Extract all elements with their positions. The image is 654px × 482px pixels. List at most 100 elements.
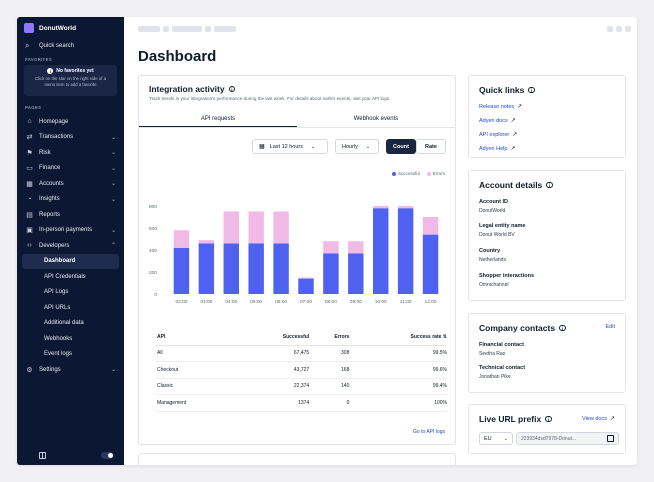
chevron-down-icon: ⌄: [110, 165, 116, 172]
bar-errors-10:00[interactable]: [373, 206, 389, 209]
info-icon[interactable]: i: [228, 85, 236, 93]
bar-errors-08:00[interactable]: [323, 241, 339, 254]
sidebar-item-label: Finance: [39, 165, 61, 172]
x-tick-label: 02:00: [175, 299, 187, 305]
chevron-down-icon: ⌄: [110, 196, 116, 203]
info-icon[interactable]: i: [545, 415, 552, 423]
bar-errors-04:00[interactable]: [223, 211, 239, 244]
y-tick-label: 0: [154, 292, 157, 298]
collapse-sidebar-icon[interactable]: [39, 451, 46, 459]
link-release-notes[interactable]: Release notes ↗: [479, 103, 522, 111]
bar-successful-07:00[interactable]: [298, 278, 314, 294]
link-adyen-help[interactable]: Adyen Help ↗: [479, 145, 516, 153]
sidebar-footer: [17, 445, 124, 465]
live-url-prefix-field[interactable]: 223934dsd7978-Donut...: [516, 432, 619, 445]
legend-swatch: [391, 171, 396, 176]
bar-errors-07:00[interactable]: [298, 277, 314, 279]
bar-successful-09:00[interactable]: [348, 253, 364, 294]
link-label: Adyen docs: [479, 117, 508, 124]
bar-successful-08:00[interactable]: [323, 253, 339, 294]
legal-entity-label: Legal entity name: [479, 223, 526, 229]
bar-errors-11:00[interactable]: [397, 206, 414, 209]
external-link-icon: ↗: [609, 416, 615, 422]
sidebar-item-insights[interactable]: ◔ Insights ⌄: [17, 192, 124, 208]
info-icon: i: [47, 68, 54, 74]
granularity-select[interactable]: Hourly ⌄: [335, 139, 379, 154]
bar-successful-10:00[interactable]: [373, 208, 389, 294]
legend-label: Successful: [397, 171, 420, 176]
link-adyen-docs[interactable]: Adyen docs ↗: [479, 117, 516, 125]
region-select[interactable]: EU ⌄: [479, 432, 513, 445]
go-to-api-logs-link[interactable]: Go to API logs: [413, 429, 445, 435]
cell-success-rate: 99.5%: [349, 345, 447, 362]
sidebar-item-developers[interactable]: ‹› Developers ⌃: [17, 238, 124, 254]
breadcrumb-placeholder: [138, 26, 236, 32]
sidebar-item-label: Homepage: [39, 118, 69, 125]
bar-errors-06:00[interactable]: [273, 211, 289, 244]
col-successful[interactable]: Successful: [238, 329, 310, 346]
link-label: Release notes: [479, 103, 515, 110]
chevron-down-icon: ⌄: [110, 227, 116, 234]
company-contacts-title-row: Company contacts i: [479, 323, 566, 333]
sidebar-item-risk[interactable]: ⚑ Risk ⌄: [17, 145, 124, 161]
financial-contact-value: Seetha Rao: [479, 351, 506, 357]
col-success-rate[interactable]: Success rate ⇅: [349, 329, 447, 346]
bar-errors-09:00[interactable]: [348, 241, 364, 254]
bar-successful-03:00[interactable]: [198, 243, 215, 294]
sidebar-item-finance[interactable]: ▭ Finance ⌄: [17, 161, 124, 177]
legal-entity-value: Donut World BV: [479, 232, 515, 238]
sidebar-subitem-webhooks[interactable]: Webhooks: [44, 335, 73, 342]
period-select[interactable]: ▦ Last 12 hours ⌄: [252, 139, 328, 154]
sidebar-item-transactions[interactable]: ⇄ Transactions ⌄: [17, 130, 124, 146]
bar-errors-05:00[interactable]: [248, 211, 264, 244]
theme-toggle[interactable]: [101, 451, 114, 459]
bar-errors-02:00[interactable]: [173, 230, 190, 248]
account-details-card: Account details i Account ID DonutWorld …: [468, 170, 626, 301]
sidebar-subitem-event-logs[interactable]: Event logs: [44, 351, 73, 358]
view-docs-link[interactable]: View docs ↗: [582, 415, 615, 423]
pages-section-label: PAGES: [25, 105, 42, 110]
sidebar-subitem-api-urls[interactable]: API URLs: [44, 304, 71, 311]
copy-icon[interactable]: [606, 434, 614, 442]
info-icon[interactable]: i: [546, 181, 553, 189]
sidebar-subitem-additional-data[interactable]: Additional data: [44, 320, 84, 327]
col-errors[interactable]: Errors: [309, 329, 350, 346]
brand[interactable]: DonutWorld: [17, 18, 124, 38]
bar-successful-12:00[interactable]: [422, 234, 439, 294]
col-api: API: [155, 329, 239, 346]
link-api-explorer[interactable]: API explorer ↗: [479, 131, 517, 139]
sidebar-item-accounts[interactable]: ▦ Accounts ⌄: [17, 176, 124, 192]
sidebar-item-settings[interactable]: ⚙ Settings ⌄: [17, 362, 124, 378]
edit-contacts-link[interactable]: Edit: [605, 324, 615, 330]
rate-button[interactable]: Rate: [416, 139, 446, 154]
bar-errors-12:00[interactable]: [422, 217, 439, 235]
sidebar-item-label: Developers: [39, 242, 70, 249]
info-icon[interactable]: i: [528, 86, 535, 94]
count-button[interactable]: Count: [386, 139, 416, 154]
bar-successful-04:00[interactable]: [223, 243, 239, 294]
quick-search[interactable]: ⌕ Quick search: [17, 38, 124, 53]
sidebar-subitem-dashboard[interactable]: Dashboard: [22, 253, 119, 269]
info-icon[interactable]: i: [559, 324, 566, 332]
bar-successful-06:00[interactable]: [273, 243, 289, 294]
tab-api-requests[interactable]: API requests: [139, 111, 297, 127]
sidebar-subitem-api-logs[interactable]: API Logs: [44, 289, 69, 296]
main-content: Dashboard Integration activity i Track t…: [124, 17, 637, 465]
sidebar-item-reports[interactable]: ▤ Reports: [17, 207, 124, 223]
sidebar-item-in-person-payments[interactable]: ▣ In-person payments ⌄: [17, 223, 124, 239]
favorites-empty-title-row: i No favorites yet: [24, 68, 117, 74]
calendar-icon: ▦: [259, 144, 265, 150]
sidebar-subitem-api-credentials[interactable]: API Credentials: [44, 273, 86, 280]
external-link-icon: ↗: [510, 146, 516, 152]
bar-successful-02:00[interactable]: [173, 247, 190, 294]
tab-webhook-events[interactable]: Webhook events: [353, 116, 399, 122]
bar-errors-03:00[interactable]: [198, 240, 215, 244]
sidebar-item-homepage[interactable]: ⌂ Homepage: [17, 114, 124, 130]
bar-successful-05:00[interactable]: [248, 243, 264, 294]
link-label: Adyen Help: [479, 145, 508, 152]
chevron-down-icon: ⌄: [110, 367, 116, 374]
country-label: Country: [479, 248, 501, 254]
bar-successful-11:00[interactable]: [397, 208, 414, 294]
account-id-value: DonutWorld: [479, 208, 506, 214]
favorites-empty-desc: Click on the star on the right side of a…: [35, 76, 106, 87]
